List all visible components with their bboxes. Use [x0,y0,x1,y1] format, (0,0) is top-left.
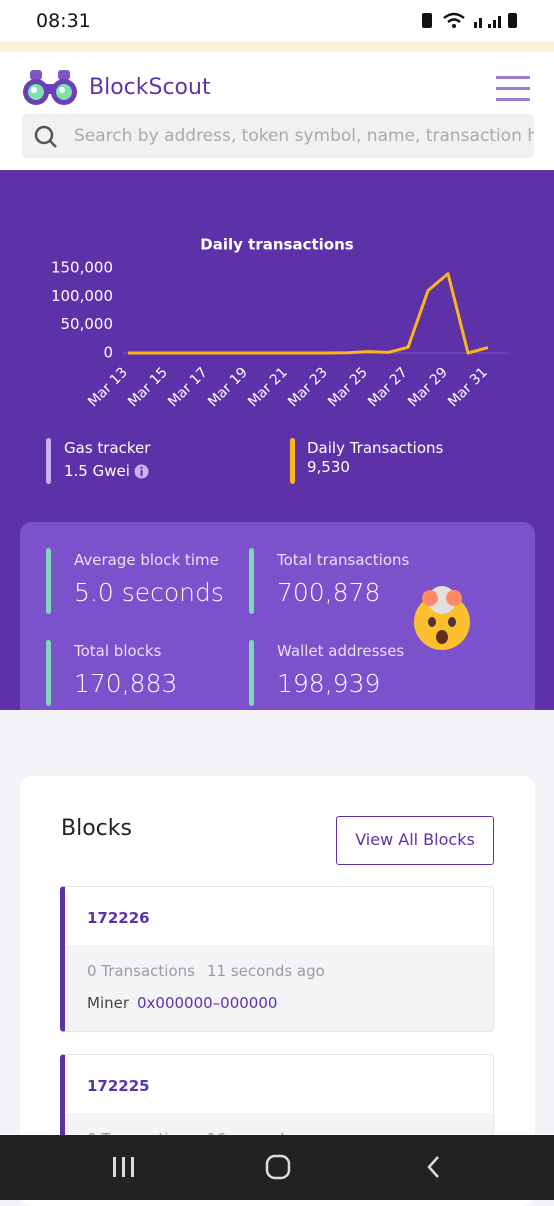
stat-label: Daily Transactions [307,439,444,457]
menu-button[interactable] [496,74,530,104]
view-all-button[interactable]: View All Blocks [336,816,494,865]
x-tick-label: Mar 27 [365,365,411,411]
chart-title: Daily transactions [200,236,353,254]
x-tick-label: Mar 31 [445,365,491,411]
stat-value: 1.5 Gwei [64,462,130,480]
stat-value: 170,883 [74,669,178,698]
nav-buttons[interactable] [0,1135,554,1200]
x-tick-label: Mar 15 [125,365,171,411]
status-bar: 08:31 [0,0,554,42]
y-tick-label: 50,000 [61,315,114,333]
legend-bar [46,438,51,484]
x-tick-label: Mar 19 [205,365,251,411]
info-icon[interactable] [134,464,149,479]
x-tick-label: Mar 25 [325,365,371,411]
block-transactions: 0 Transactions [87,962,195,980]
block-details: 0 Transactions 11 seconds ago Miner 0x00… [65,945,493,1031]
stat-label: Total transactions [277,551,410,569]
x-tick-label: Mar 17 [165,365,211,411]
logo [23,70,77,105]
clock: 08:31 [36,10,91,32]
stat-value: 700,878 [277,578,381,607]
stat-bar [46,640,51,706]
x-tick-label: Mar 21 [245,365,291,411]
stat-label: Gas tracker [64,439,151,457]
x-tick-label: Mar 23 [285,365,331,411]
stat-bar [46,548,51,614]
stats-card: Average block time 5.0 seconds Total tra… [20,522,535,710]
brand: BlockScout [89,75,211,100]
stat-value: 5.0 seconds [74,578,224,607]
stat-bar [249,640,254,706]
block-age: 11 seconds ago [207,962,325,980]
legend-bar [290,438,295,484]
x-tick-label: Mar 29 [405,365,451,411]
y-tick-label: 0 [103,344,113,362]
block-number[interactable]: 172225 [87,1077,150,1095]
chart: Daily transactions 0 50,000 100,000 150,000… [51,236,508,411]
search-box[interactable]: Search by address, token symbol, name, t… [22,114,534,158]
emoji [414,586,470,650]
stat-value: 198,939 [277,669,381,698]
miner-address[interactable]: 0x000000–000000 [137,994,278,1012]
stat-label: Total blocks [74,642,162,660]
miner-label: Miner [87,994,130,1012]
header: BlockScout Search by address, token symb… [0,52,554,170]
block-item[interactable]: 172226 0 Transactions 11 seconds ago Min… [60,886,494,1032]
section-title: Blocks [61,816,132,841]
status-icons [422,12,517,28]
x-tick-label: Mar 13 [85,365,131,411]
stat-bar [249,548,254,614]
stat-label: Average block time [74,551,219,569]
stat-label: Wallet addresses [277,642,405,660]
search-placeholder: Search by address, token symbol, name, t… [74,126,534,146]
hero: Daily transactions 0 50,000 100,000 150,000… [0,170,554,710]
nav-bar [0,1135,554,1200]
search-icon [34,125,57,148]
stat-value: 9,530 [307,458,350,476]
block-number[interactable]: 172226 [87,909,150,927]
y-tick-label: 100,000 [51,287,113,305]
notice-strip [0,42,554,52]
data-line [128,272,489,355]
y-tick-label: 150,000 [51,259,113,277]
